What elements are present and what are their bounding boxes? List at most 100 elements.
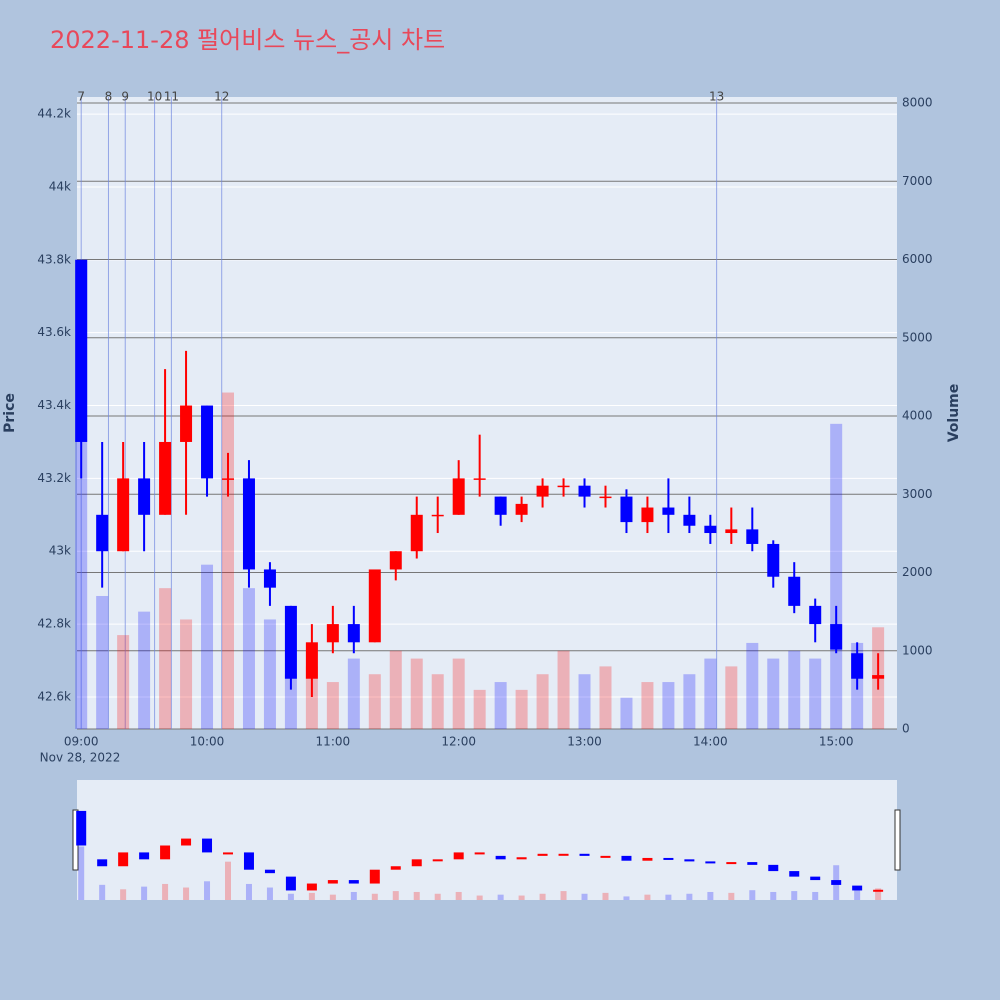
volume-bar: [326, 682, 339, 729]
slider-volume-bar: [686, 893, 693, 900]
slider-volume-bar: [266, 887, 273, 900]
slider-candle: [873, 889, 884, 892]
volume-bar: [159, 588, 172, 729]
slider-candle: [663, 857, 674, 860]
volume-bar: [221, 392, 234, 729]
slider-candle: [411, 859, 422, 867]
slider-volume-bar: [854, 890, 861, 900]
candle-body: [788, 576, 801, 606]
slider-volume-bar: [518, 895, 525, 900]
slider-volume-bar: [371, 893, 378, 900]
candle-body: [599, 496, 612, 499]
y-tick-label: 43.2k: [37, 471, 71, 485]
y2-axis-title: Volume: [946, 384, 962, 443]
slider-candle: [369, 869, 380, 884]
volume-bar: [641, 682, 654, 729]
slider-volume-bar: [392, 891, 399, 900]
volume-bar: [620, 697, 633, 729]
candle-body: [263, 569, 276, 588]
slider-candle: [160, 845, 171, 860]
volume-bar: [347, 658, 360, 729]
candle-body: [704, 525, 717, 534]
slider-candle: [537, 853, 548, 856]
y2-tick-label: 5000: [902, 330, 933, 344]
slider-candle: [852, 885, 863, 891]
candle-body: [473, 478, 486, 480]
slider-volume-bar: [413, 891, 420, 900]
slider-candle: [579, 853, 590, 856]
slider-volume-bar: [287, 893, 294, 900]
slider-candle: [390, 866, 401, 870]
slider-candle: [831, 880, 842, 885]
slider-volume-bar: [707, 891, 714, 900]
candle-body: [452, 478, 465, 515]
slider-candle: [97, 859, 108, 867]
candle-body: [347, 624, 360, 643]
volume-bar: [536, 674, 549, 729]
slider-volume-bar: [350, 891, 357, 900]
news-label: 11: [164, 90, 179, 104]
slider-candle: [600, 855, 611, 858]
news-label: 10: [147, 90, 162, 104]
candle-body: [410, 514, 423, 552]
volume-bar: [368, 674, 381, 729]
candle-body: [641, 507, 654, 523]
slider-volume-bar: [770, 891, 777, 900]
x-tick-label: 14:00: [693, 735, 728, 749]
volume-bar: [746, 642, 759, 729]
y-tick-label: 42.6k: [37, 689, 71, 703]
y-tick-label: 43.8k: [37, 252, 71, 266]
y2-tick-label: 0: [902, 722, 910, 736]
slider-candle: [285, 876, 296, 891]
slider-volume-bar: [602, 892, 609, 900]
volume-bar: [494, 682, 507, 729]
candle-body: [494, 496, 507, 515]
x-tick-label: 12:00: [441, 735, 476, 749]
range-slider[interactable]: [77, 780, 897, 900]
volume-bar: [138, 611, 151, 729]
slider-candle: [768, 864, 779, 872]
volume-bar: [117, 635, 130, 729]
slider-candle: [558, 853, 569, 856]
x-tick-label: 10:00: [190, 735, 225, 749]
slider-candle: [474, 852, 485, 855]
slider-volume-bar: [749, 890, 756, 900]
candle-body: [389, 551, 402, 570]
candle-body: [221, 478, 234, 480]
news-label: 12: [214, 90, 229, 104]
slider-volume-bar: [120, 889, 127, 900]
volume-bar: [557, 650, 570, 729]
slider-volume-bar: [875, 888, 882, 900]
y-tick-label: 44k: [49, 179, 71, 193]
range-handle[interactable]: [894, 809, 901, 871]
candle-body: [809, 605, 822, 625]
slider-candle: [432, 859, 443, 862]
volume-bar: [284, 674, 297, 729]
candle-body: [75, 259, 88, 442]
slider-candle: [705, 861, 716, 864]
volume-bar: [96, 595, 109, 729]
slider-volume-bar: [99, 884, 106, 900]
volume-bar: [599, 666, 612, 729]
volume-bar: [830, 423, 843, 729]
slider-candle: [810, 876, 821, 881]
volume-bar: [662, 682, 675, 729]
y2-tick-label: 3000: [902, 487, 933, 501]
candle-body: [725, 529, 738, 534]
slider-volume-bar: [665, 894, 672, 900]
candle-body: [515, 503, 528, 515]
slider-volume-bar: [560, 891, 567, 900]
y2-tick-label: 4000: [902, 409, 933, 423]
slider-candle: [181, 838, 192, 846]
volume-bar: [809, 658, 822, 729]
slider-volume-bar: [308, 892, 315, 900]
slider-candle: [118, 852, 129, 867]
candle-body: [368, 569, 381, 643]
slider-volume-bar: [791, 891, 798, 900]
slider-volume-bar: [644, 894, 651, 900]
slider-volume-bar: [329, 894, 336, 900]
slider-candle: [327, 880, 338, 884]
chart-title: 2022-11-28 펄어비스 뉴스_공시 차트: [50, 26, 445, 54]
slider-candle: [516, 857, 527, 860]
